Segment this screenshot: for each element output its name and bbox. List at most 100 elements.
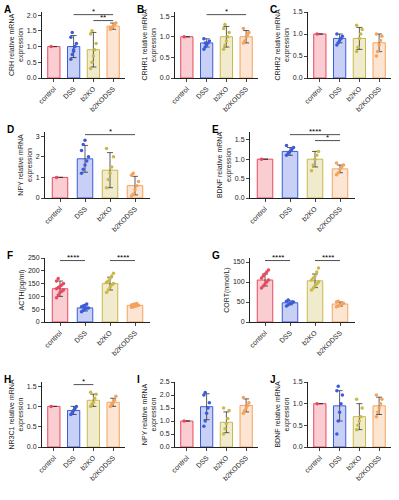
svg-text:b2KO: b2KO	[301, 205, 319, 223]
svg-text:1: 1	[36, 174, 40, 181]
svg-text:control: control	[303, 85, 323, 105]
svg-text:150: 150	[28, 280, 40, 287]
svg-text:b2KODSS: b2KODSS	[222, 454, 250, 482]
svg-text:100: 100	[233, 278, 245, 285]
svg-text:****: ****	[322, 253, 334, 262]
svg-text:b2KODSS: b2KODSS	[110, 205, 138, 233]
svg-text:b2KO: b2KO	[212, 454, 230, 472]
svg-text:b2KO: b2KO	[212, 85, 230, 103]
svg-text:2.0: 2.0	[160, 391, 170, 398]
svg-text:0.5: 0.5	[235, 175, 245, 182]
svg-text:DSS: DSS	[62, 85, 77, 100]
svg-text:CRHR1 relative mRNAexpression: CRHR1 relative mRNAexpression	[141, 9, 158, 81]
svg-text:1.0: 1.0	[293, 30, 303, 37]
svg-text:0.0: 0.0	[27, 74, 37, 81]
svg-text:E: E	[212, 124, 219, 135]
svg-text:b2KODSS: b2KODSS	[355, 454, 383, 482]
svg-text:DSS: DSS	[278, 329, 293, 344]
svg-text:2.0: 2.0	[27, 12, 37, 19]
svg-text:****: ****	[67, 253, 79, 262]
svg-text:J: J	[270, 374, 276, 385]
svg-text:b2KODSS: b2KODSS	[355, 85, 383, 113]
svg-text:1.0: 1.0	[27, 403, 37, 410]
svg-text:2: 2	[36, 153, 40, 160]
svg-text:b2KO: b2KO	[79, 454, 97, 472]
svg-text:b2KODSS: b2KODSS	[89, 85, 117, 113]
svg-text:DSS: DSS	[195, 454, 210, 469]
svg-text:1.5: 1.5	[293, 378, 303, 385]
svg-text:control: control	[170, 85, 190, 105]
svg-text:0.5: 0.5	[293, 422, 303, 429]
svg-text:DSS: DSS	[278, 205, 293, 220]
svg-text:b2KODSS: b2KODSS	[89, 454, 117, 482]
svg-text:1.0: 1.0	[160, 417, 170, 424]
svg-text:150: 150	[233, 258, 245, 265]
svg-text:b2KODSS: b2KODSS	[222, 85, 250, 113]
svg-text:b2KODSS: b2KODSS	[315, 205, 343, 233]
svg-text:0.5: 0.5	[27, 59, 37, 66]
svg-text:0: 0	[36, 318, 40, 325]
svg-text:DSS: DSS	[73, 205, 88, 220]
svg-text:DSS: DSS	[328, 85, 343, 100]
svg-text:control: control	[37, 454, 57, 474]
svg-text:1.5: 1.5	[27, 27, 37, 34]
svg-text:*: *	[225, 7, 228, 16]
svg-text:D: D	[7, 124, 14, 135]
svg-text:1.5: 1.5	[293, 8, 303, 15]
svg-text:ACTH(pg/ml): ACTH(pg/ml)	[18, 270, 26, 311]
svg-text:2.5: 2.5	[160, 378, 170, 385]
svg-text:1.5: 1.5	[27, 383, 37, 390]
svg-text:NPY relative mRNAexpression: NPY relative mRNAexpression	[17, 134, 34, 196]
svg-text:250: 250	[28, 254, 40, 261]
svg-text:control: control	[248, 329, 268, 349]
svg-text:0.5: 0.5	[293, 52, 303, 59]
svg-text:0.5: 0.5	[27, 423, 37, 430]
svg-text:BDNF relative mRNAexpression: BDNF relative mRNAexpression	[216, 132, 233, 198]
svg-text:0.5: 0.5	[160, 430, 170, 437]
svg-text:control: control	[303, 454, 323, 474]
svg-text:0.5: 0.5	[160, 54, 170, 61]
svg-text:control: control	[43, 205, 63, 225]
svg-text:H: H	[4, 374, 11, 385]
svg-text:*: *	[109, 127, 112, 136]
svg-text:DSS: DSS	[328, 454, 343, 469]
svg-text:G: G	[212, 250, 220, 261]
svg-text:1.0: 1.0	[160, 33, 170, 40]
svg-text:b2KO: b2KO	[96, 205, 114, 223]
svg-text:0: 0	[241, 318, 245, 325]
svg-text:control: control	[170, 454, 190, 474]
svg-text:CRH relative mRNAexpression: CRH relative mRNAexpression	[8, 14, 25, 77]
svg-text:0.0: 0.0	[293, 74, 303, 81]
svg-text:****: ****	[272, 253, 284, 262]
svg-text:b2KO: b2KO	[79, 85, 97, 103]
svg-text:DSS: DSS	[62, 454, 77, 469]
svg-text:CRHR2 relative mRNAexpression: CRHR2 relative mRNAexpression	[274, 9, 291, 81]
svg-text:****: ****	[309, 127, 321, 136]
svg-text:200: 200	[28, 267, 40, 274]
svg-text:0.0: 0.0	[235, 194, 245, 201]
svg-text:****: ****	[117, 253, 129, 262]
svg-text:0.0: 0.0	[160, 74, 170, 81]
svg-text:b2KODSS: b2KODSS	[315, 329, 343, 357]
svg-text:*: *	[326, 133, 329, 142]
svg-text:CORT(nmol/L): CORT(nmol/L)	[223, 267, 231, 312]
svg-text:BDNF relative mRNAexpression: BDNF relative mRNAexpression	[274, 381, 291, 447]
svg-text:F: F	[7, 250, 13, 261]
svg-text:NPY relative mRNAexpression: NPY relative mRNAexpression	[141, 384, 158, 446]
svg-text:100: 100	[28, 293, 40, 300]
svg-text:3: 3	[36, 133, 40, 140]
svg-text:DSS: DSS	[195, 85, 210, 100]
svg-text:control: control	[43, 329, 63, 349]
svg-text:A: A	[4, 4, 11, 15]
svg-text:1.0: 1.0	[293, 400, 303, 407]
svg-text:B: B	[137, 4, 144, 15]
svg-text:I: I	[137, 374, 140, 385]
svg-text:1.0: 1.0	[27, 43, 37, 50]
svg-text:*: *	[92, 7, 95, 16]
svg-text:b2KO: b2KO	[345, 454, 363, 472]
svg-text:0.0: 0.0	[293, 443, 303, 450]
svg-text:50: 50	[32, 306, 40, 313]
svg-text:1.5: 1.5	[160, 13, 170, 20]
svg-text:b2KO: b2KO	[301, 329, 319, 347]
svg-text:50: 50	[237, 298, 245, 305]
